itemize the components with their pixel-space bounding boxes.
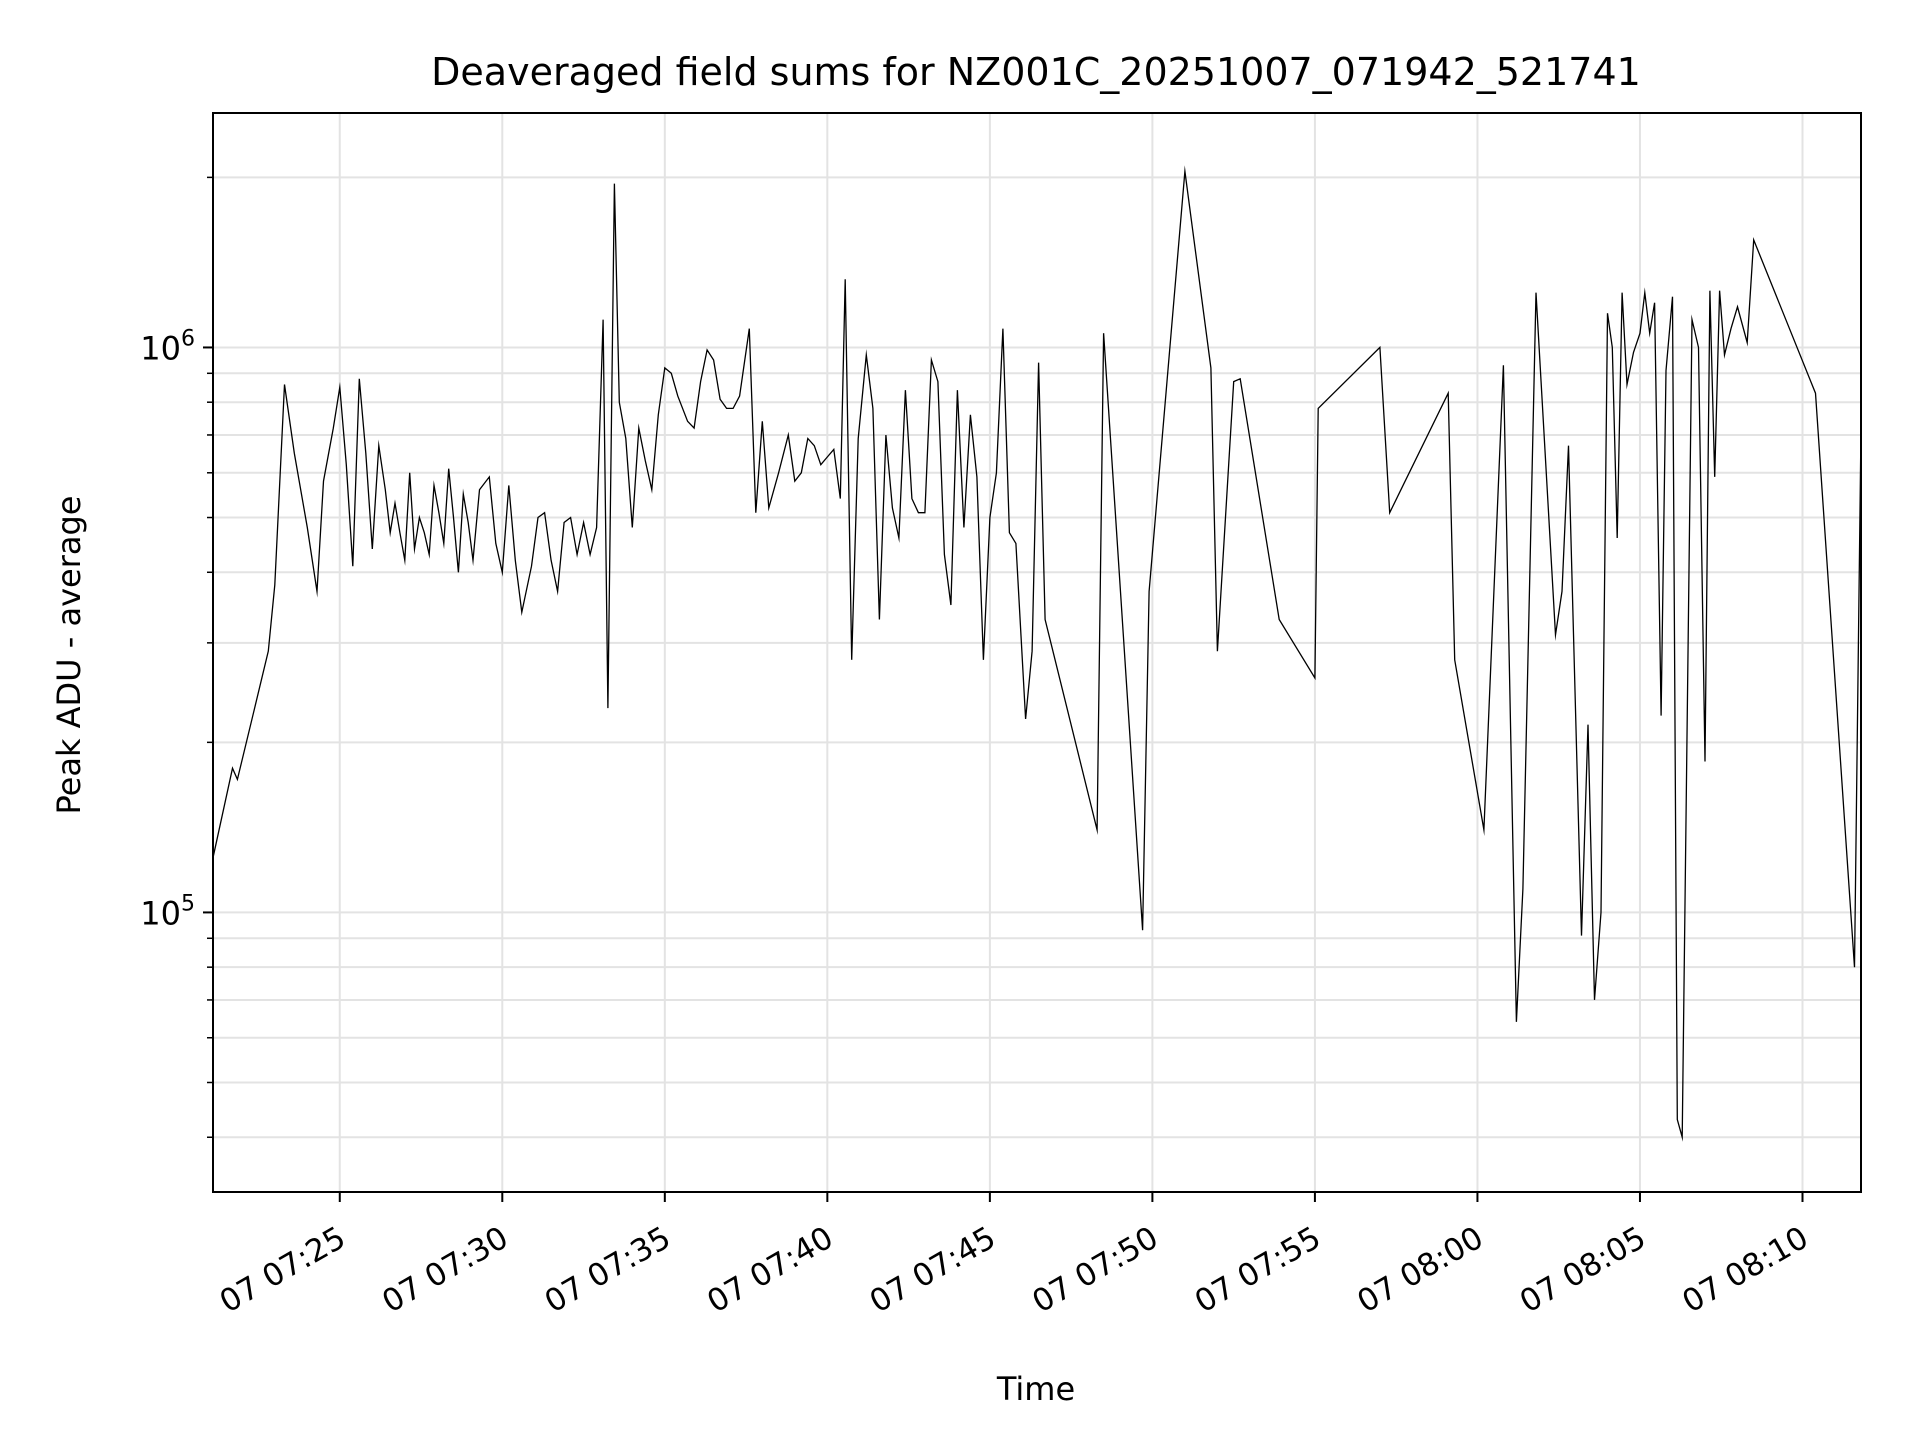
- y-tick-label-exponent: 6: [181, 326, 195, 351]
- data-series: [212, 165, 1862, 1142]
- y-tick-label-base: 10: [140, 894, 181, 932]
- plot-area-frame: [212, 112, 1862, 1193]
- y-axis-label: Peak ADU - average: [50, 496, 88, 815]
- y-tick-label: 105: [140, 891, 195, 932]
- y-tick-label-exponent: 5: [181, 891, 195, 916]
- series-line: [212, 165, 1862, 1142]
- y-tick-label-base: 10: [140, 329, 181, 367]
- y-tick-label: 106: [140, 326, 195, 367]
- grid: [213, 113, 1861, 1192]
- x-axis-label: Time: [996, 1370, 1075, 1408]
- chart-title: Deaveraged field sums for NZ001C_2025100…: [431, 50, 1641, 94]
